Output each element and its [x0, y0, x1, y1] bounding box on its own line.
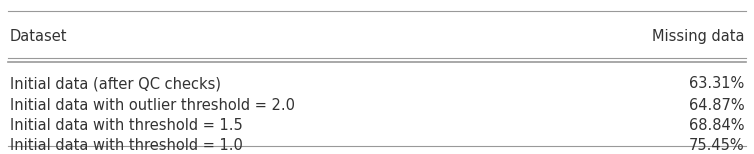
- Text: Initial data with outlier threshold = 2.0: Initial data with outlier threshold = 2.…: [10, 98, 295, 113]
- Text: 63.31%: 63.31%: [689, 76, 744, 91]
- Text: Dataset: Dataset: [10, 29, 67, 45]
- Text: Initial data with threshold = 1.0: Initial data with threshold = 1.0: [10, 138, 243, 153]
- Text: 68.84%: 68.84%: [688, 118, 744, 133]
- Text: Missing data: Missing data: [651, 29, 744, 45]
- Text: Initial data with threshold = 1.5: Initial data with threshold = 1.5: [10, 118, 243, 133]
- Text: 75.45%: 75.45%: [688, 138, 744, 153]
- Text: 64.87%: 64.87%: [688, 98, 744, 113]
- Text: Initial data (after QC checks): Initial data (after QC checks): [10, 76, 221, 91]
